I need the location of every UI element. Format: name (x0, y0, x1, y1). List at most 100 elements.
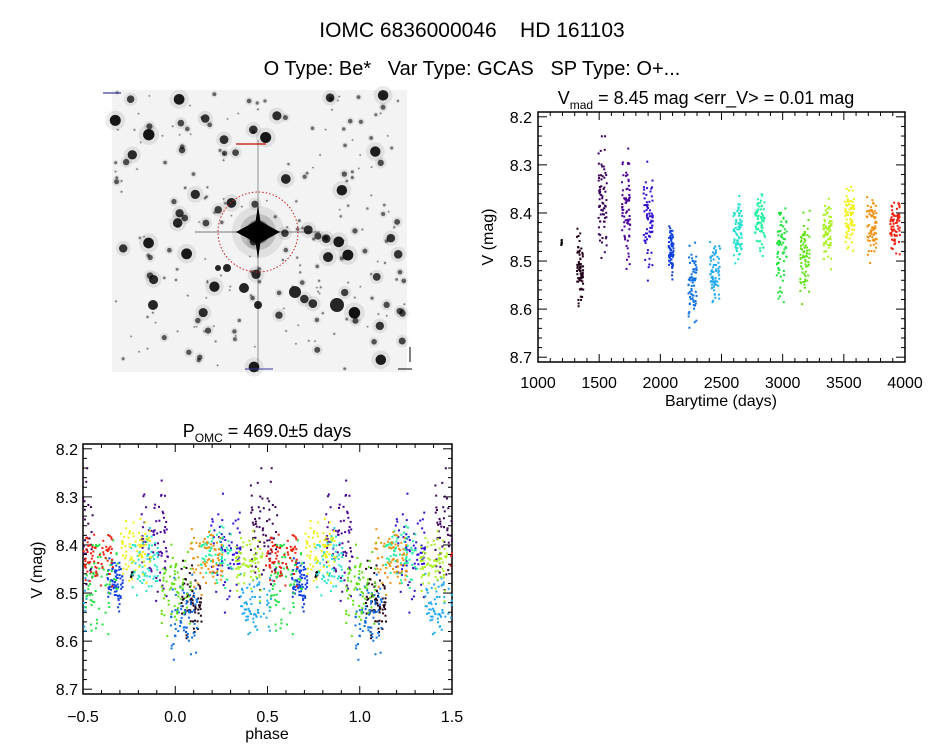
field-star-core (314, 340, 316, 342)
phase-data-point (391, 535, 394, 538)
field-star-halo (248, 255, 252, 258)
phase-data-point (121, 585, 124, 588)
phase-data-point (229, 547, 232, 550)
phase-data-point (348, 571, 351, 574)
phase-data-point (162, 576, 165, 579)
data-point (738, 228, 741, 231)
phase-data-point (183, 566, 186, 569)
field-star (165, 245, 174, 255)
data-point (714, 251, 717, 254)
data-point (740, 242, 743, 245)
phase-data-point (238, 550, 241, 553)
phase-data-point (210, 543, 213, 546)
data-point (740, 248, 743, 251)
data-point (865, 210, 868, 213)
phase-data-point (398, 582, 401, 585)
data-point (850, 218, 853, 221)
data-point (845, 213, 848, 216)
phase-data-point (224, 550, 227, 553)
data-point (578, 249, 581, 252)
phase-data-point (146, 539, 149, 542)
phase-data-point (241, 563, 244, 566)
phase-data-point (326, 550, 329, 553)
field-star (300, 221, 317, 239)
data-point (830, 224, 833, 227)
phase-data-point (374, 567, 377, 570)
data-point (849, 211, 852, 214)
phase-data-point (156, 556, 159, 559)
phase-data-point (403, 536, 406, 539)
field-star-core (207, 122, 213, 128)
data-point (670, 252, 673, 255)
data-point (800, 239, 803, 242)
phase-data-point (338, 529, 341, 532)
data-point (668, 255, 671, 258)
phase-data-point (396, 575, 399, 578)
field-star (316, 278, 322, 283)
phase-data-point (257, 567, 260, 570)
phase-data-point (133, 570, 136, 573)
phase-data-point (322, 558, 325, 561)
phase-data-point (224, 581, 227, 584)
field-star-halo (284, 329, 288, 333)
data-point (846, 247, 849, 250)
phase-data-point (211, 570, 214, 573)
field-star (375, 157, 387, 169)
phase-data-point (389, 571, 392, 574)
phase-data-point (206, 558, 209, 561)
data-point (688, 256, 691, 259)
field-star-halo (154, 321, 158, 325)
phase-data-point (124, 545, 127, 548)
phase-data-point (389, 582, 392, 585)
phase-data-point (245, 544, 248, 547)
phase-data-point (137, 574, 140, 577)
phase-data-point (244, 564, 247, 567)
phase-data-point (274, 571, 277, 574)
phase-data-point (220, 546, 223, 549)
field-star-halo (366, 325, 370, 329)
phase-data-point (442, 581, 445, 584)
data-point (649, 231, 652, 234)
data-point (804, 239, 807, 242)
phase-data-point (263, 541, 266, 544)
phase-data-point (319, 562, 322, 565)
data-point (870, 205, 873, 208)
field-star-core (341, 288, 349, 297)
phase-data-point (231, 558, 234, 561)
data-point (801, 271, 804, 274)
field-star-core (343, 143, 347, 148)
field-star-halo (226, 117, 229, 121)
phase-data-point (442, 517, 445, 520)
phase-data-point (441, 567, 444, 570)
field-star-halo (195, 325, 198, 329)
phase-data-point (239, 573, 242, 576)
data-point (695, 268, 698, 271)
phase-data-point (139, 553, 142, 556)
phase-data-point (248, 539, 251, 542)
phase-data-point (326, 544, 329, 547)
data-point (823, 234, 826, 237)
field-star-core (151, 311, 154, 314)
phase-data-point (218, 531, 221, 534)
data-point (808, 249, 811, 252)
field-star-core (220, 274, 222, 277)
field-star-core (172, 218, 183, 228)
phase-data-point (236, 547, 239, 550)
phase-data-point (229, 589, 232, 592)
y-tick-label: 8.7 (510, 350, 532, 367)
data-point (694, 260, 697, 263)
phase-data-point (171, 610, 174, 613)
data-point (893, 228, 896, 231)
phase-data-point (177, 611, 180, 614)
data-point (737, 235, 740, 238)
field-star (339, 169, 350, 179)
x-tick-label: 1.5 (441, 709, 463, 726)
data-point (714, 283, 717, 286)
phase-data-point (402, 559, 405, 562)
phase-data-point (212, 542, 215, 545)
data-point (628, 194, 631, 197)
data-point (688, 244, 691, 247)
phase-data-point (405, 546, 408, 549)
data-point (780, 243, 783, 246)
data-point (600, 174, 603, 177)
